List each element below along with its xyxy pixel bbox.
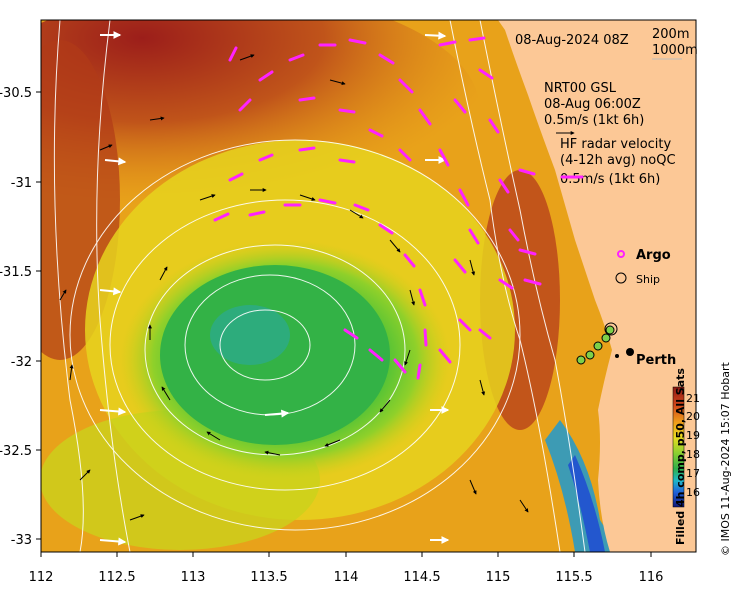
- model-label-name: NRT00 GSL: [544, 81, 617, 96]
- y-tick-label: -33: [11, 533, 32, 548]
- perth-marker: [626, 348, 634, 356]
- ship-legend-icon: [615, 272, 627, 284]
- ship-legend-label: Ship: [636, 273, 660, 286]
- y-axis-labels: -30.5 -31 -31.5 -32 -32.5 -33: [0, 86, 32, 548]
- x-tick-label: 113: [181, 570, 206, 585]
- contour-legend-200m: 200m: [652, 27, 689, 42]
- x-tick-label: 114.5: [403, 570, 440, 585]
- x-tick-label: 113.5: [250, 570, 287, 585]
- colorbar-tick: 18: [686, 448, 700, 461]
- colorbar-title: Filled 4h comp, p50, All Sats: [674, 368, 687, 545]
- y-tick-label: -32.5: [0, 444, 32, 459]
- colorbar-tick: 19: [686, 429, 700, 442]
- coastal-cold-core: [568, 455, 605, 552]
- y-tick-label: -31.5: [0, 265, 32, 280]
- axis-ticks: [36, 91, 652, 557]
- radar-label-avg: (4-12h avg) noQC: [560, 153, 676, 168]
- plot-frame: [40, 19, 697, 553]
- contour-legend-1000m: 1000m: [652, 43, 698, 58]
- colorbar-tick: 17: [686, 467, 700, 480]
- x-tick-label: 112.5: [98, 570, 135, 585]
- x-tick-label: 115: [486, 570, 511, 585]
- land-western-australia: [498, 20, 696, 552]
- x-tick-label: 116: [639, 570, 664, 585]
- perth-coast-marker: [615, 354, 619, 358]
- x-tick-label: 114: [334, 570, 359, 585]
- ship-track: [576, 325, 615, 365]
- ship-position: [604, 322, 618, 336]
- x-axis-labels: 112 112.5 113 113.5 114 114.5 115 115.5 …: [29, 570, 664, 585]
- map-timestamp: 08-Aug-2024 08Z: [515, 33, 629, 48]
- hf-radar-vectors: [213, 36, 542, 380]
- x-tick-label: 112: [29, 570, 54, 585]
- argo-legend-icon: [617, 250, 625, 258]
- depth-contours: [53, 20, 586, 552]
- colorbar-ticks: 21 20 19 18 17 16: [686, 392, 700, 499]
- colorbar: [672, 386, 685, 508]
- radar-label-scale: 0.5m/s (1kt 6h): [560, 172, 660, 187]
- contour-velocity-vectors: [99, 31, 450, 546]
- map-plot-area: [41, 20, 696, 552]
- colorbar-tick: 20: [686, 410, 700, 423]
- cold-eddy-center: [210, 305, 290, 365]
- argo-legend-label: Argo: [636, 248, 671, 263]
- y-tick-label: -31: [11, 176, 32, 191]
- model-label-time: 08-Aug 06:00Z: [544, 97, 641, 112]
- colorbar-tick: 21: [686, 392, 700, 405]
- model-velocity-vectors: [59, 54, 529, 521]
- y-tick-label: -30.5: [0, 86, 32, 101]
- city-label-perth: Perth: [636, 353, 676, 368]
- y-tick-label: -32: [11, 355, 32, 370]
- radar-label-name: HF radar velocity: [560, 137, 672, 152]
- model-label-scale: 0.5m/s (1kt 6h): [544, 113, 644, 128]
- x-tick-label: 115.5: [555, 570, 592, 585]
- credit-label: © IMOS 11-Aug-2024 15:07 Hobart: [719, 362, 732, 556]
- colorbar-tick: 16: [686, 486, 700, 499]
